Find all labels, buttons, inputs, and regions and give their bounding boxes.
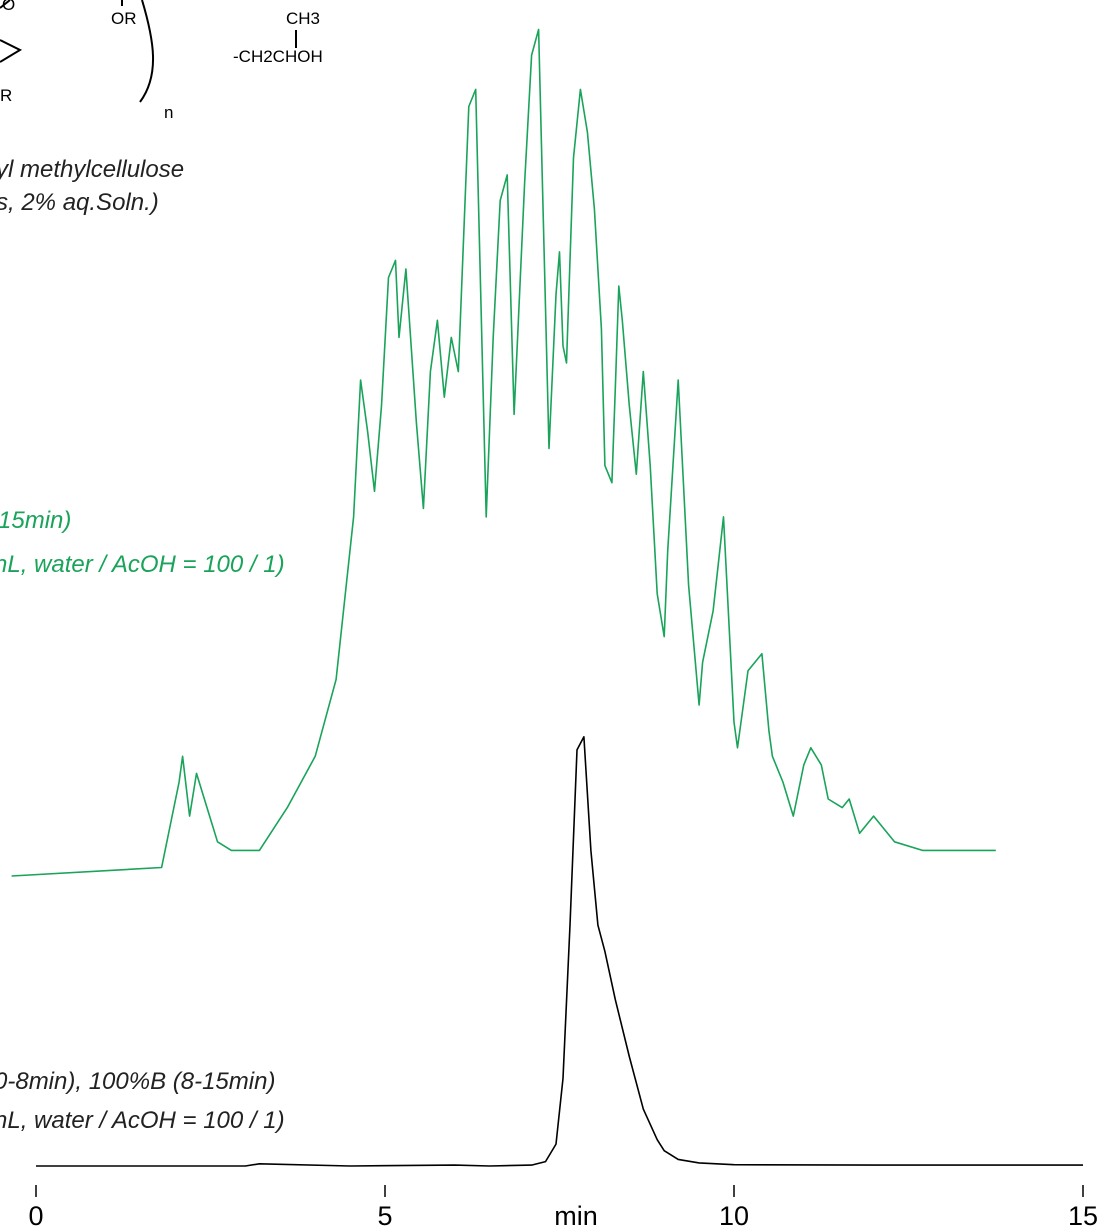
annotation-green-eluent: nL, water / AcOH = 100 / 1) bbox=[0, 551, 285, 578]
chromatogram-trace-green bbox=[11, 28, 996, 877]
x-tick-label: 15 bbox=[1068, 1201, 1098, 1231]
n-label: n bbox=[164, 103, 173, 122]
x-tick-label: 5 bbox=[377, 1201, 392, 1231]
or-label: OR bbox=[111, 9, 137, 28]
chromatogram-trace-black bbox=[36, 736, 1083, 1167]
ring-bond bbox=[0, 39, 23, 63]
structure-labels: O OR CH3 -CH2CHOH R n bbox=[0, 0, 323, 122]
ring-bond bbox=[0, 0, 11, 9]
ch3-label: CH3 bbox=[286, 9, 320, 28]
annotations: yl methylcellulose s, 2% aq.Soln.) 15min… bbox=[0, 156, 285, 1134]
ch2chohh-label: -CH2CHOH bbox=[233, 47, 323, 66]
o-ring-label: O bbox=[2, 0, 15, 14]
x-axis-label: min bbox=[554, 1201, 598, 1231]
x-tick-label: 0 bbox=[28, 1201, 43, 1231]
r-label: R bbox=[0, 86, 12, 105]
annotation-green-gradient: 15min) bbox=[0, 507, 71, 534]
chemical-structure bbox=[0, 0, 297, 103]
annotation-black-eluent: nL, water / AcOH = 100 / 1) bbox=[0, 1107, 285, 1134]
x-tick-label: 10 bbox=[719, 1201, 749, 1231]
annotation-black-gradient: 0-8min), 100%B (8-15min) bbox=[0, 1068, 275, 1095]
annotation-sample-conc: s, 2% aq.Soln.) bbox=[0, 189, 159, 216]
annotation-sample-name: yl methylcellulose bbox=[0, 156, 184, 183]
bracket-right bbox=[139, 0, 155, 103]
x-axis: 0 5 10 15 bbox=[28, 1185, 1098, 1231]
